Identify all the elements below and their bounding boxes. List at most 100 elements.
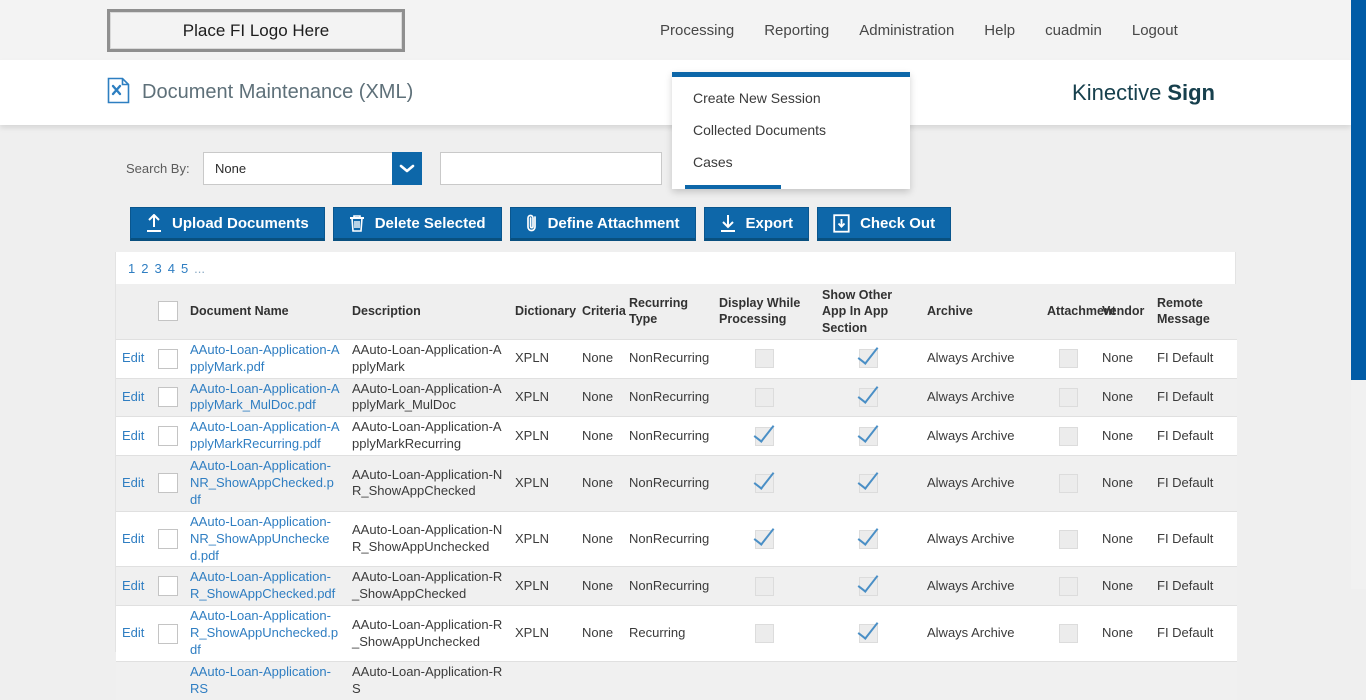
edit-link[interactable]: Edit [122, 530, 145, 546]
nav-item-cuadmin[interactable]: cuadmin [1045, 21, 1102, 39]
page-link-4[interactable]: 4 [167, 261, 175, 276]
edit-link[interactable]: Edit [122, 388, 145, 404]
edit-link[interactable]: Edit [122, 427, 145, 443]
attachment-checkbox[interactable] [1059, 426, 1078, 446]
check-mark-icon [753, 467, 775, 490]
document-name-link[interactable]: AAuto-Loan-Application-ApplyMark_MulDoc.… [190, 380, 340, 413]
edit-link[interactable]: Edit [122, 350, 145, 366]
row-select-checkbox[interactable] [157, 576, 178, 597]
export-button[interactable]: Export [703, 207, 810, 241]
attachment-checkbox[interactable] [1059, 473, 1078, 493]
page-link-2[interactable]: 2 [141, 261, 149, 276]
attachment-checkbox[interactable] [1059, 624, 1078, 644]
criteria-cell: None [576, 455, 623, 512]
menu-item-collected-documents[interactable]: Collected Documents [693, 122, 827, 138]
document-name-link[interactable]: AAuto-Loan-Application-ApplyMark.pdf [190, 341, 340, 374]
display-while-processing-checkbox[interactable] [755, 387, 774, 407]
nav-item-administration[interactable]: Administration [859, 21, 955, 39]
page-title: Document Maintenance (XML) [142, 81, 414, 103]
dictionary-cell: XPLN [509, 377, 576, 417]
remote-message-cell: FI Default [1151, 605, 1237, 662]
attachment-checkbox[interactable] [1059, 576, 1078, 596]
display-while-processing-checkbox[interactable] [753, 419, 775, 446]
search-by-selected-value: None [215, 161, 247, 176]
search-by-select[interactable]: None [203, 152, 422, 185]
header-select-cell [151, 284, 184, 339]
display-while-processing-checkbox[interactable] [755, 349, 774, 369]
document-name-link[interactable]: AAuto-Loan-Application-ApplyMarkRecurrin… [190, 419, 340, 452]
brand-suffix: Sign [1167, 79, 1215, 105]
dictionary-cell: XPLN [509, 416, 576, 456]
document-name-link[interactable]: AAuto-Loan-Application-RS [190, 663, 331, 696]
show-other-app-checkbox[interactable] [857, 569, 879, 596]
show-other-app-checkbox[interactable] [857, 467, 879, 493]
row-select-checkbox[interactable] [157, 529, 178, 550]
archive-cell: Always Archive [921, 416, 1041, 456]
scrollbar-track[interactable] [1351, 0, 1366, 589]
vendor-cell: None [1096, 605, 1151, 662]
page-ellipsis[interactable]: ... [194, 261, 206, 276]
document-name-link[interactable]: AAuto-Loan-Application-NR_ShowAppUncheck… [190, 513, 331, 563]
scrollbar-thumb[interactable] [1351, 0, 1366, 380]
header-edit-spacer [116, 284, 151, 339]
display-while-processing-checkbox[interactable] [755, 624, 774, 644]
column-header-remote-message: Remote Message [1157, 296, 1210, 327]
remote-message-cell: FI Default [1151, 338, 1237, 379]
define-attachment-button[interactable]: Define Attachment [509, 207, 696, 241]
upload-documents-button[interactable]: Upload Documents [130, 207, 325, 241]
check-out-button[interactable]: Check Out [817, 207, 952, 241]
nav-item-logout[interactable]: Logout [1131, 21, 1178, 39]
column-header-dictionary: Dictionary [515, 304, 577, 319]
show-other-app-checkbox[interactable] [857, 419, 879, 446]
row-select-checkbox[interactable] [157, 348, 178, 369]
document-name-link[interactable]: AAuto-Loan-Application-R_ShowAppUnchecke… [190, 608, 339, 657]
document-name-link[interactable]: AAuto-Loan-Application-R_ShowAppChecked.… [190, 569, 336, 602]
display-while-processing-checkbox[interactable] [753, 522, 775, 549]
nav-item-help[interactable]: Help [984, 21, 1016, 39]
column-header-archive: Archive [927, 304, 973, 319]
show-other-app-checkbox[interactable] [857, 381, 879, 407]
brand-logo: Kinective Sign [1072, 60, 1215, 125]
page-link-1[interactable]: 1 [128, 261, 136, 276]
show-other-app-checkbox[interactable] [857, 342, 879, 369]
remote-message-cell: FI Default [1151, 416, 1237, 456]
attachment-checkbox[interactable] [1059, 529, 1078, 549]
nav-item-reporting[interactable]: Reporting [764, 21, 830, 39]
row-select-checkbox[interactable] [157, 426, 178, 447]
archive-cell: Always Archive [921, 566, 1041, 606]
table-row: Edit AAuto-Loan-Application-NR_ShowAppUnc… [116, 510, 1237, 567]
remote-message-cell: FI Default [1151, 566, 1237, 606]
menu-item-create-new-session[interactable]: Create New Session [693, 90, 821, 106]
show-other-app-checkbox[interactable] [857, 617, 879, 644]
delete-selected-button[interactable]: Delete Selected [332, 207, 502, 241]
edit-link[interactable]: Edit [122, 625, 145, 641]
search-input[interactable] [440, 152, 662, 185]
recurring-type-cell: NonRecurring [623, 566, 713, 606]
attachment-checkbox[interactable] [1059, 349, 1078, 369]
document-x-icon [107, 77, 130, 109]
attachment-checkbox[interactable] [1059, 387, 1078, 407]
chevron-down-icon[interactable] [392, 152, 422, 185]
page-link-5[interactable]: 5 [180, 261, 189, 276]
row-select-checkbox[interactable] [157, 623, 178, 644]
display-while-processing-checkbox[interactable] [753, 467, 775, 493]
row-select-checkbox[interactable] [157, 387, 178, 408]
recurring-type-cell: Recurring [623, 605, 713, 662]
select-all-checkbox[interactable] [157, 301, 178, 322]
menu-item-cases[interactable]: Cases [693, 154, 733, 170]
page-link-3[interactable]: 3 [154, 261, 162, 276]
check-mark-icon [857, 569, 879, 593]
recurring-type-cell: NonRecurring [623, 338, 713, 379]
document-name-link[interactable]: AAuto-Loan-Application-NR_ShowAppChecked… [190, 458, 334, 507]
show-other-app-checkbox[interactable] [857, 522, 879, 549]
edit-link[interactable]: Edit [122, 474, 145, 490]
edit-link[interactable]: Edit [122, 577, 145, 593]
table-row: AAuto-Loan-Application-RS AAuto-Loan-Appl… [116, 660, 1237, 700]
upload-icon [146, 214, 162, 232]
remote-message-cell: FI Default [1151, 510, 1237, 567]
description-cell: AAuto-Loan-Application-ApplyMarkRecurrin… [346, 416, 509, 456]
display-while-processing-checkbox[interactable] [755, 576, 774, 596]
paperclip-icon [526, 213, 538, 233]
nav-item-processing[interactable]: Processing [660, 21, 735, 39]
row-select-checkbox[interactable] [157, 473, 178, 494]
